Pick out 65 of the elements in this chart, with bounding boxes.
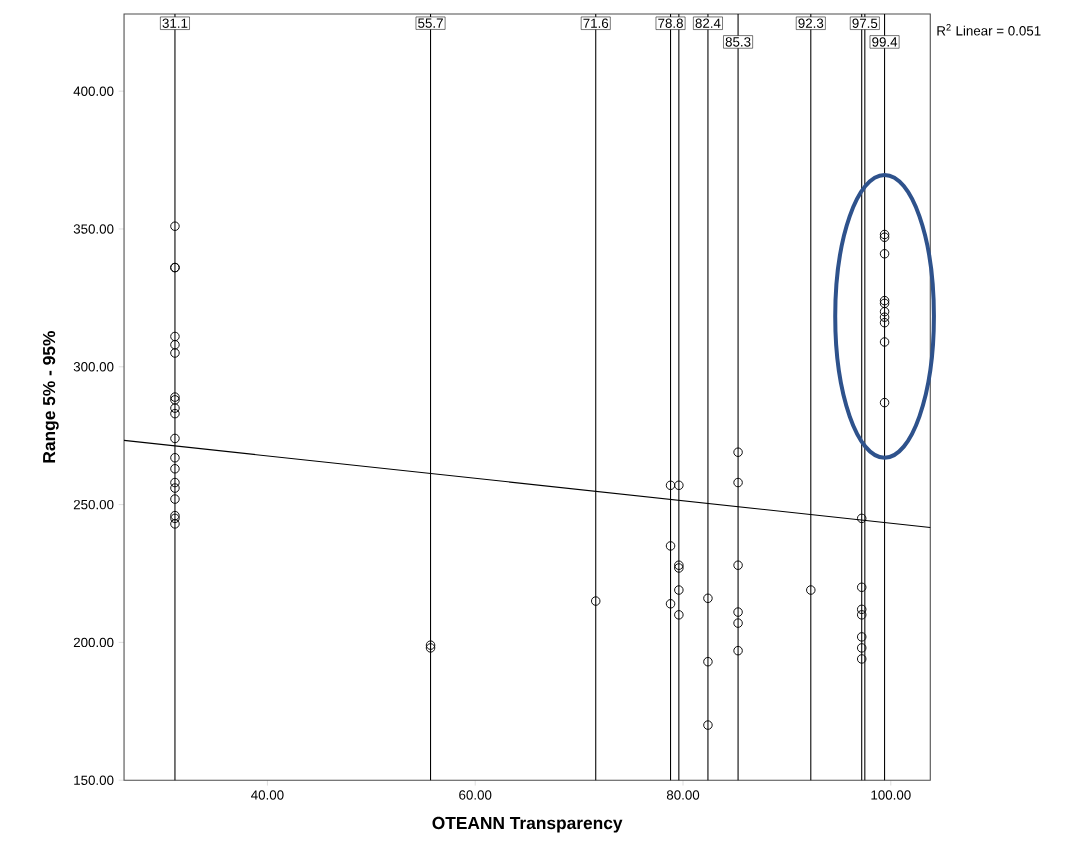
x-tick-label: 100.00 [871, 790, 911, 800]
point [733, 477, 743, 488]
point [879, 312, 890, 322]
y-tick-label: 150.00 [74, 775, 114, 785]
y-tick-label: 400.00 [73, 86, 114, 96]
point [674, 610, 684, 620]
point [170, 221, 180, 231]
point [170, 453, 180, 463]
point [170, 483, 180, 493]
y-tick-label: 250.00 [73, 499, 114, 510]
point [879, 317, 890, 328]
point [665, 599, 676, 609]
y-tick-label: 200.00 [73, 637, 114, 648]
point [856, 582, 867, 593]
ref-line-label: 92.3 [798, 18, 824, 29]
point [674, 480, 684, 491]
point [665, 541, 676, 551]
point [733, 447, 743, 458]
point [170, 331, 180, 342]
point [703, 657, 713, 667]
point [170, 403, 180, 413]
point [665, 480, 676, 491]
point [856, 632, 867, 642]
point [170, 519, 180, 529]
ref-line-label: 85.3 [725, 37, 751, 47]
point [879, 337, 890, 347]
point [733, 618, 743, 628]
point [170, 348, 180, 358]
x-tick-label: 80.00 [666, 790, 700, 800]
point [856, 604, 867, 615]
point [170, 340, 180, 350]
point [170, 477, 180, 488]
ref-line-label: 99.4 [872, 37, 898, 47]
point [806, 585, 816, 595]
y-tick-label: 300.00 [73, 362, 114, 372]
point [856, 513, 867, 524]
point [703, 593, 713, 604]
ref-line-label: 31.1 [162, 18, 188, 29]
point [879, 249, 890, 259]
ref-line-label: 78.8 [658, 18, 683, 29]
x-axis-title: OTEANN Transparency [432, 816, 623, 833]
point [733, 607, 743, 617]
point [674, 585, 684, 595]
text: R$^{2}$ Linear = 0.051 [937, 24, 1041, 36]
point [590, 596, 601, 606]
x-tick-label: 60.00 [459, 790, 492, 800]
point [856, 654, 867, 664]
ref-line-label: 97.5 [852, 18, 878, 29]
point [856, 643, 867, 653]
point [170, 408, 180, 419]
x-tick-label: 40.00 [251, 790, 284, 800]
y-axis-title: Range 5% - 95% [42, 331, 59, 463]
point [703, 720, 713, 730]
point [879, 306, 890, 317]
point [879, 397, 890, 408]
point [733, 645, 743, 656]
point [170, 433, 180, 444]
ref-line-label: 71.6 [583, 18, 609, 29]
ref-line-label: 82.4 [695, 18, 721, 29]
point [170, 464, 180, 474]
point [170, 494, 180, 504]
y-tick-label: 350.00 [73, 224, 114, 234]
ref-line-label: 55.7 [418, 18, 443, 28]
point [733, 560, 743, 571]
point [856, 610, 867, 620]
